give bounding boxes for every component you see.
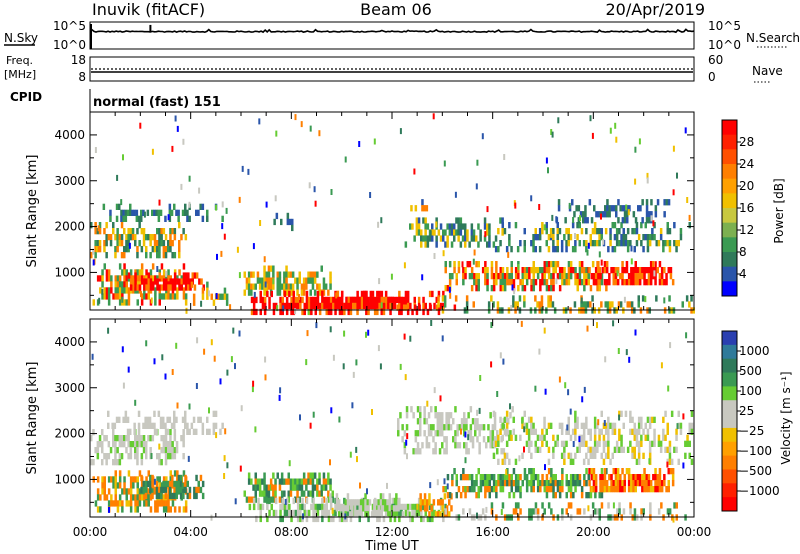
y-tick-label: 1000	[54, 472, 85, 486]
y-tick-label: 2000	[54, 220, 85, 234]
x-tick-label: 00:00	[73, 525, 108, 539]
beam-title: Beam 06	[360, 0, 432, 19]
freq-right-tick-top: 60	[708, 53, 723, 67]
x-tick-label: 00:00	[677, 525, 712, 539]
velocity-panel: 4000 3000 2000 1000 00:00 04:00 08:00 12:00 16:0…	[25, 318, 712, 554]
colorbar-swatch	[722, 120, 737, 136]
date-title: 20/Apr/2019	[605, 0, 705, 19]
colorbar-swatch	[722, 331, 737, 346]
x-tick-label: 20:00	[576, 525, 611, 539]
colorbar-swatch	[722, 252, 737, 268]
cpid-value: normal (fast) 151	[93, 95, 221, 110]
colorbar-tick-label: −1000	[739, 484, 780, 498]
y-tick-label: 4000	[54, 128, 85, 142]
colorbar-swatch	[722, 178, 737, 194]
colorbar-swatch	[722, 281, 737, 297]
freq-panel: Freq. [MHz] 18 8 60 0 Nave	[4, 53, 783, 84]
x-tick-label: 16:00	[475, 525, 510, 539]
colorbar-swatch	[722, 149, 737, 165]
colorbar-tick-label: 24	[739, 157, 754, 171]
x-tick-label: 12:00	[375, 525, 410, 539]
freq-left-tick-bottom: 8	[78, 70, 86, 84]
colorbar-swatch	[722, 164, 737, 180]
y-tick-label: 3000	[54, 381, 85, 395]
colorbar-swatch	[722, 427, 737, 443]
y-tick-label: 1000	[54, 265, 85, 279]
colorbar-swatch	[722, 497, 737, 512]
freq-unit-label: [MHz]	[4, 68, 36, 81]
noise-right-tick-bottom: 10^0	[708, 38, 741, 52]
colorbar-tick-label: 4	[739, 267, 747, 281]
colorbar-swatch	[722, 134, 737, 150]
colorbar-swatch	[722, 358, 737, 374]
colorbar-swatch	[722, 344, 737, 360]
cpid-strip: CPID normal (fast) 151	[10, 89, 221, 112]
colorbar-swatch	[722, 237, 737, 253]
y-tick-label: 3000	[54, 174, 85, 188]
colorbar-swatch	[722, 208, 737, 224]
colorbar-tick-label: 16	[739, 201, 754, 215]
noise-left-tick-bottom: 10^0	[53, 38, 86, 52]
x-axis-label: Time UT	[364, 539, 418, 554]
colorbar-tick-label: 8	[739, 245, 747, 259]
colorbar-tick-label: 28	[739, 135, 754, 149]
freq-right-tick-bottom: 0	[708, 70, 716, 84]
nsky-label: N.Sky	[4, 31, 38, 45]
nsearch-label: N.Search	[746, 31, 800, 45]
power-data-layer	[90, 113, 695, 316]
colorbar-swatch	[722, 414, 737, 429]
y-tick-label: 2000	[54, 427, 85, 441]
colorbar-tick-label: 20	[739, 179, 754, 193]
velocity-colorbar: 1000 500 100 25 −25 −100 −500 −1000	[721, 330, 780, 512]
nave-label: Nave	[752, 64, 783, 78]
colorbar-swatch	[722, 455, 737, 470]
y-tick-label: 4000	[54, 335, 85, 349]
colorbar-tick-label: −25	[739, 424, 764, 438]
cpid-label: CPID	[10, 90, 42, 104]
colorbar-tick-label: 12	[739, 223, 754, 237]
colorbar-swatch	[722, 469, 737, 484]
colorbar-swatch	[722, 266, 737, 282]
colorbar-tick-label: 1000	[739, 344, 770, 358]
power-colorbar: 28 24 20 16 12 8 4	[721, 119, 754, 297]
velocity-colorbar-label: Velocity [m s⁻¹]	[779, 371, 793, 464]
colorbar-swatch	[722, 483, 737, 498]
velocity-data-layer	[90, 320, 694, 523]
noise-right-tick-top: 10^5	[708, 19, 741, 33]
velocity-y-axis-label: Slant Range [km]	[25, 362, 40, 475]
power-y-axis-label: Slant Range [km]	[25, 155, 40, 268]
colorbar-swatch	[722, 441, 737, 457]
noise-panel: N.Sky 10^5 10^0 10^5 10^0 N.Search	[4, 19, 800, 52]
x-tick-label: 08:00	[274, 525, 309, 539]
colorbar-tick-label: −500	[739, 464, 772, 478]
colorbar-tick-label: −100	[739, 444, 772, 458]
colorbar-swatch	[722, 386, 737, 401]
noise-left-tick-top: 10^5	[53, 19, 86, 33]
power-panel: 4000 3000 2000 1000 Slant Range [km]	[25, 111, 695, 316]
colorbar-swatch	[722, 372, 737, 387]
x-tick-label: 04:00	[173, 525, 208, 539]
noise-series-line	[89, 28, 695, 34]
colorbar-swatch	[722, 193, 737, 209]
freq-label: Freq.	[6, 54, 33, 67]
colorbar-swatch	[722, 222, 737, 238]
colorbar-tick-label: 25	[739, 404, 754, 418]
colorbar-tick-label: 500	[739, 364, 762, 378]
power-colorbar-label: Power [dB]	[772, 178, 786, 243]
colorbar-tick-label: 100	[739, 384, 762, 398]
freq-left-tick-top: 18	[71, 53, 86, 67]
station-title: Inuvik (fitACF)	[92, 0, 205, 19]
colorbar-swatch	[722, 400, 737, 415]
